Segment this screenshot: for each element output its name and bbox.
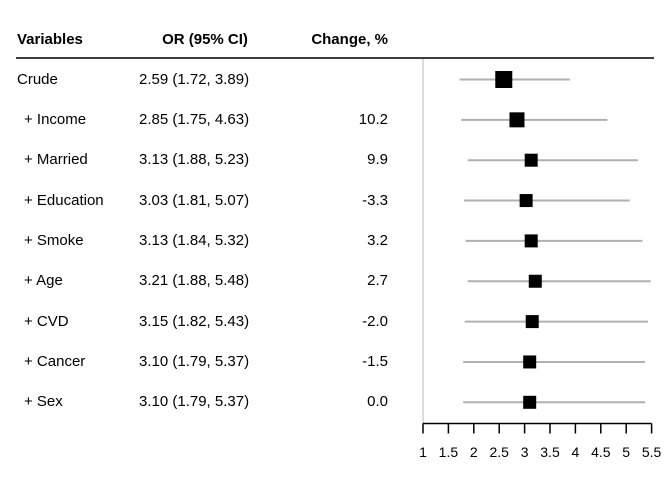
change-value: -1.5 bbox=[362, 352, 388, 370]
header-divider bbox=[16, 57, 654, 59]
variable-label: + Cancer bbox=[24, 352, 86, 370]
change-value: 0.0 bbox=[367, 393, 388, 411]
or-ci-value: 3.10 (1.79, 5.37) bbox=[139, 393, 250, 411]
table-row: + Married 3.13 (1.88, 5.23) 9.9 bbox=[0, 150, 400, 170]
x-axis-tick-label: 2 bbox=[470, 444, 478, 460]
change-value: -3.3 bbox=[362, 191, 388, 209]
x-axis-tick-label: 1 bbox=[419, 444, 427, 460]
table-row: + Sex 3.10 (1.79, 5.37) 0.0 bbox=[0, 392, 400, 412]
or-marker bbox=[523, 395, 537, 409]
variable-label: + Income bbox=[24, 110, 87, 128]
x-axis-tick-label: 1.5 bbox=[439, 444, 459, 460]
or-marker bbox=[523, 355, 537, 369]
or-marker bbox=[525, 315, 539, 329]
change-value: 2.7 bbox=[367, 272, 388, 290]
x-axis-tick-label: 4 bbox=[572, 444, 580, 460]
or-ci-value: 2.85 (1.75, 4.63) bbox=[139, 110, 250, 128]
or-marker bbox=[519, 194, 533, 208]
or-ci-value: 3.10 (1.79, 5.37) bbox=[139, 352, 250, 370]
column-header-or-ci: OR (95% CI) bbox=[162, 31, 248, 48]
change-value: 3.2 bbox=[367, 231, 388, 249]
variable-label: + Sex bbox=[24, 393, 63, 411]
or-ci-value: 3.21 (1.88, 5.48) bbox=[139, 272, 250, 290]
x-axis-tick-label: 2.5 bbox=[489, 444, 509, 460]
variable-label: Crude bbox=[17, 70, 58, 88]
x-axis-tick-label: 3.5 bbox=[540, 444, 560, 460]
or-marker bbox=[528, 274, 542, 288]
x-axis-tick-label: 5 bbox=[622, 444, 630, 460]
table-row: + Education 3.03 (1.81, 5.07) -3.3 bbox=[0, 191, 400, 211]
change-value: 10.2 bbox=[358, 110, 388, 128]
table-row: + Age 3.21 (1.88, 5.48) 2.7 bbox=[0, 271, 400, 291]
or-ci-value: 3.13 (1.88, 5.23) bbox=[139, 151, 250, 169]
variable-label: + Education bbox=[24, 191, 104, 209]
or-ci-value: 2.59 (1.72, 3.89) bbox=[139, 70, 250, 88]
variable-label: + CVD bbox=[24, 312, 69, 330]
or-marker bbox=[509, 112, 525, 128]
or-ci-value: 3.13 (1.84, 5.32) bbox=[139, 231, 250, 249]
column-header-change: Change, % bbox=[311, 31, 388, 48]
table-row: + Smoke 3.13 (1.84, 5.32) 3.2 bbox=[0, 231, 400, 251]
table-row: + Cancer 3.10 (1.79, 5.37) -1.5 bbox=[0, 352, 400, 372]
or-ci-value: 3.03 (1.81, 5.07) bbox=[139, 191, 250, 209]
change-value: -2.0 bbox=[362, 312, 388, 330]
x-axis-tick-label: 4.5 bbox=[591, 444, 611, 460]
or-marker bbox=[495, 71, 513, 88]
or-marker bbox=[524, 234, 538, 248]
table-row: Crude 2.59 (1.72, 3.89) bbox=[0, 70, 400, 90]
variable-label: + Age bbox=[24, 272, 63, 290]
x-axis-tick-label: 5.5 bbox=[642, 444, 662, 460]
or-ci-value: 3.15 (1.82, 5.43) bbox=[139, 312, 250, 330]
or-marker bbox=[524, 153, 538, 167]
table-row: + CVD 3.15 (1.82, 5.43) -2.0 bbox=[0, 312, 400, 332]
variable-label: + Married bbox=[24, 151, 88, 169]
column-header-variables: Variables bbox=[17, 31, 83, 48]
variable-label: + Smoke bbox=[24, 231, 84, 249]
table-row: + Income 2.85 (1.75, 4.63) 10.2 bbox=[0, 110, 400, 130]
change-value: 9.9 bbox=[367, 151, 388, 169]
x-axis-tick-label: 3 bbox=[521, 444, 529, 460]
